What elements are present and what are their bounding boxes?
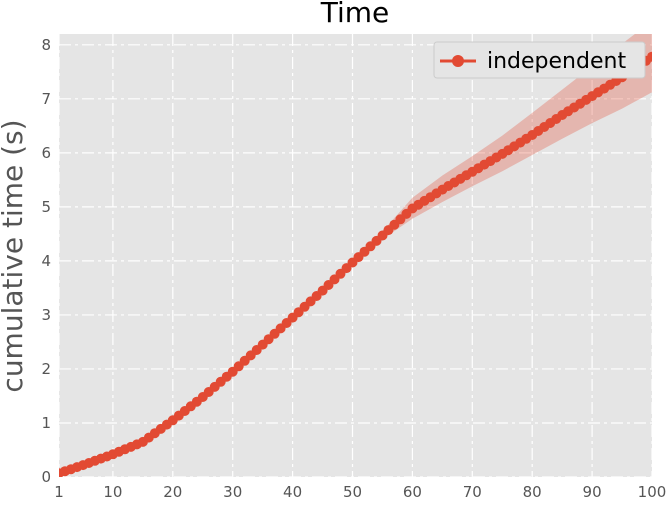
y-tick-label: 4 — [41, 252, 51, 270]
x-tick-label: 80 — [523, 483, 542, 501]
band-layer — [59, 34, 652, 474]
y-tick-label: 3 — [41, 306, 51, 324]
y-tick-label: 7 — [41, 90, 51, 108]
x-tick-label: 90 — [583, 483, 602, 501]
x-tick-label: 1 — [54, 483, 64, 501]
y-axis-label: cumulative time (s) — [0, 119, 29, 392]
x-tick-label: 10 — [103, 483, 122, 501]
y-tick-label: 5 — [41, 198, 51, 216]
data-point — [647, 51, 652, 62]
y-tick-label: 6 — [41, 144, 51, 162]
x-tick-label: 30 — [223, 483, 242, 501]
x-tick-label: 70 — [463, 483, 482, 501]
chart-title: Time — [320, 0, 390, 29]
y-tick-label: 0 — [41, 468, 51, 486]
grid — [58, 34, 653, 478]
legend-box — [433, 41, 646, 79]
confidence-band — [59, 34, 652, 474]
x-tick-label: 60 — [403, 483, 422, 501]
x-tick-label: 40 — [283, 483, 302, 501]
y-tick-label: 2 — [41, 360, 51, 378]
y-tick-label: 8 — [41, 36, 51, 54]
y-tick-label: 1 — [41, 414, 51, 432]
y-axis: 0 1 2 3 4 5 6 7 8 — [41, 36, 51, 486]
x-tick-label: 100 — [638, 483, 667, 501]
x-axis: 1 10 20 30 40 50 60 70 80 90 100 — [54, 483, 666, 501]
legend-marker — [452, 55, 464, 67]
legend-label: independent — [487, 49, 626, 74]
x-tick-label: 20 — [163, 483, 182, 501]
x-tick-label: 50 — [343, 483, 362, 501]
legend: independent — [433, 41, 646, 79]
